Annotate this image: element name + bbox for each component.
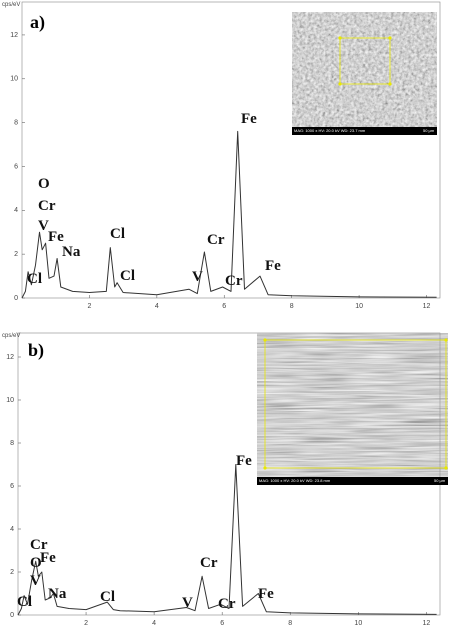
x-tick-label: 8 (290, 303, 294, 310)
sem-info: MAG: 1000 x HV: 20.0 kV WD: 23.7 mm (294, 128, 366, 133)
y-tick-label: 0 (14, 295, 18, 302)
y-tick-label: 4 (10, 526, 14, 533)
figure: cps/eV02468101224681012ClOCrVFeNaClClVCr… (0, 0, 452, 630)
y-tick-label: 10 (6, 397, 14, 404)
sem-scale: 50 µm (434, 478, 446, 483)
peak-label: V (30, 573, 41, 589)
peak-label: Cr (207, 232, 225, 248)
y-tick-label: 2 (10, 569, 14, 576)
peak-label: Fe (40, 550, 56, 566)
selection-handle (338, 36, 341, 39)
peak-label: Cr (218, 596, 236, 612)
peak-label: Cl (27, 271, 42, 287)
panel-label: b) (28, 340, 44, 361)
x-tick-label: 12 (423, 303, 431, 310)
peak-label: Cl (120, 268, 135, 284)
y-axis-unit: cps/eV (2, 333, 20, 339)
x-tick-label: 4 (155, 303, 159, 310)
y-tick-label: 6 (14, 163, 18, 170)
y-tick-label: 2 (14, 251, 18, 258)
peak-label: Fe (258, 586, 274, 602)
y-tick-label: 12 (10, 32, 18, 39)
x-tick-label: 6 (220, 620, 224, 627)
x-tick-label: 10 (355, 303, 363, 310)
y-tick-label: 12 (6, 354, 14, 361)
spectrum-line (18, 465, 437, 616)
sem-image (257, 333, 448, 485)
y-tick-label: 4 (14, 207, 18, 214)
x-tick-label: 12 (422, 620, 430, 627)
peak-label: Cl (100, 589, 115, 605)
selection-handle (388, 36, 391, 39)
selection-handle (263, 466, 266, 469)
sem-info: MAG: 1000 x HV: 20.0 kV WD: 23.8 mm (259, 478, 331, 483)
sem-scale: 50 µm (423, 128, 435, 133)
y-tick-label: 10 (10, 76, 18, 83)
peak-label: Cl (17, 594, 32, 610)
peak-label: Cr (225, 273, 243, 289)
peak-label: Na (62, 244, 81, 260)
y-tick-label: 8 (10, 440, 14, 447)
selection-handle (338, 82, 341, 85)
selection-handle (444, 466, 447, 469)
x-tick-label: 4 (152, 620, 156, 627)
peak-label: V (182, 595, 193, 611)
peak-label: Cr (200, 555, 218, 571)
x-tick-label: 6 (222, 303, 226, 310)
y-tick-label: 8 (14, 119, 18, 126)
peak-label: O (38, 176, 50, 192)
panel-label: a) (30, 12, 45, 33)
x-tick-label: 10 (354, 620, 362, 627)
peak-label: Na (48, 586, 67, 602)
peak-label: V (192, 269, 203, 285)
selection-handle (388, 82, 391, 85)
peak-label: Cl (110, 226, 125, 242)
y-tick-label: 6 (10, 483, 14, 490)
peak-label: Fe (265, 258, 281, 274)
peak-label: Fe (241, 111, 257, 127)
y-tick-label: 0 (10, 612, 14, 619)
peak-label: Fe (236, 453, 252, 469)
y-axis-unit: cps/eV (2, 2, 20, 8)
sem-image (292, 12, 437, 135)
selection-handle (263, 338, 266, 341)
x-tick-label: 8 (288, 620, 292, 627)
selection-handle (444, 338, 447, 341)
x-tick-label: 2 (87, 303, 91, 310)
peak-label: Cr (38, 198, 56, 214)
x-tick-label: 2 (84, 620, 88, 627)
peak-label: Fe (48, 229, 64, 245)
